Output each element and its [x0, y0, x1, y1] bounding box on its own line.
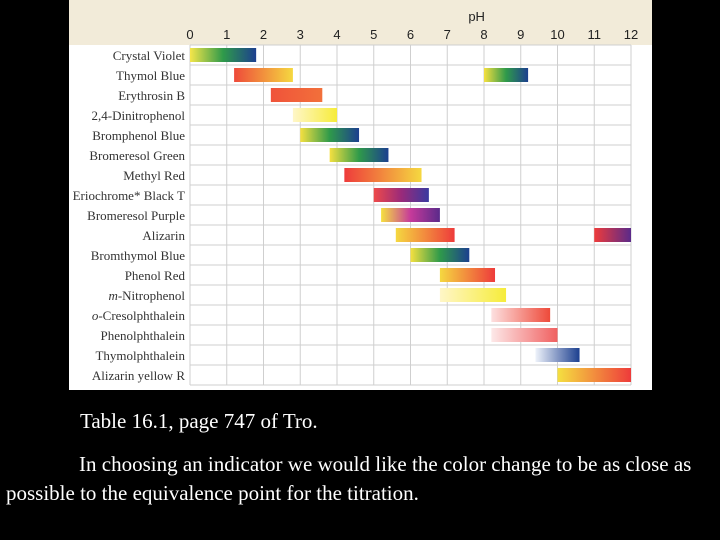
indicator-label: Methyl Red — [123, 168, 185, 183]
indicator-label: Alizarin — [142, 228, 185, 243]
indicator-label: Bromeresol Green — [89, 148, 185, 163]
x-axis-title: pH — [468, 9, 485, 24]
range-bar — [484, 68, 529, 82]
range-bar — [395, 228, 455, 242]
range-bar — [535, 348, 580, 362]
range-bar — [410, 248, 470, 262]
x-tick-label: 0 — [186, 27, 193, 42]
range-bar — [594, 228, 631, 242]
indicator-label: Alizarin yellow R — [92, 368, 185, 383]
range-bar — [491, 308, 551, 322]
range-bar — [329, 148, 389, 162]
range-bar — [234, 68, 293, 82]
range-bar — [190, 48, 257, 62]
indicator-label: Bromeresol Purple — [87, 208, 185, 223]
x-tick-label: 12 — [624, 27, 638, 42]
indicator-label: Bromphenol Blue — [92, 128, 185, 143]
indicator-label: Thymol Blue — [116, 68, 185, 83]
indicator-label: Bromthymol Blue — [91, 248, 185, 263]
indicator-label: 2,4-Dinitrophenol — [91, 108, 185, 123]
x-tick-label: 11 — [588, 27, 602, 42]
caption-note: In choosing an indicator we would like t… — [6, 452, 692, 505]
indicator-label: Phenolphthalein — [101, 328, 186, 343]
range-bar — [373, 188, 429, 202]
x-tick-label: 2 — [260, 27, 267, 42]
x-tick-label: 4 — [333, 27, 340, 42]
range-bar — [491, 328, 558, 342]
x-tick-label: 7 — [444, 27, 451, 42]
range-bar — [439, 268, 496, 282]
indicator-label: Phenol Red — [125, 268, 186, 283]
range-bar — [300, 128, 360, 142]
range-bar — [439, 288, 507, 302]
x-tick-label: 8 — [480, 27, 487, 42]
x-tick-label: 5 — [370, 27, 377, 42]
x-tick-label: 3 — [297, 27, 304, 42]
range-bar — [344, 168, 422, 182]
range-bar — [292, 108, 337, 122]
indicator-chart: pH 0 1 2 3 4 5 6 7 8 9 10 11 12 Crystal Violet Thymol B… — [69, 0, 652, 390]
indicator-label: o-Cresolphthalein — [92, 308, 186, 323]
range-bar — [381, 208, 440, 222]
x-tick-label: 9 — [517, 27, 524, 42]
indicator-label: Thymolphthalein — [95, 348, 185, 363]
x-tick-label: 10 — [550, 27, 564, 42]
caption-reference: Table 16.1, page 747 of Tro. — [80, 409, 318, 433]
indicator-label: m-Nitrophenol — [108, 288, 185, 303]
chart-bars — [190, 48, 631, 382]
indicator-label: Crystal Violet — [113, 48, 186, 63]
x-tick-label: 1 — [223, 27, 230, 42]
chart-header-band — [69, 0, 652, 45]
indicator-label: Eriochrome* Black T — [73, 188, 185, 203]
range-bar — [270, 88, 323, 102]
indicator-label: Erythrosin B — [118, 88, 185, 103]
x-tick-label: 6 — [407, 27, 414, 42]
range-bar — [557, 368, 631, 382]
